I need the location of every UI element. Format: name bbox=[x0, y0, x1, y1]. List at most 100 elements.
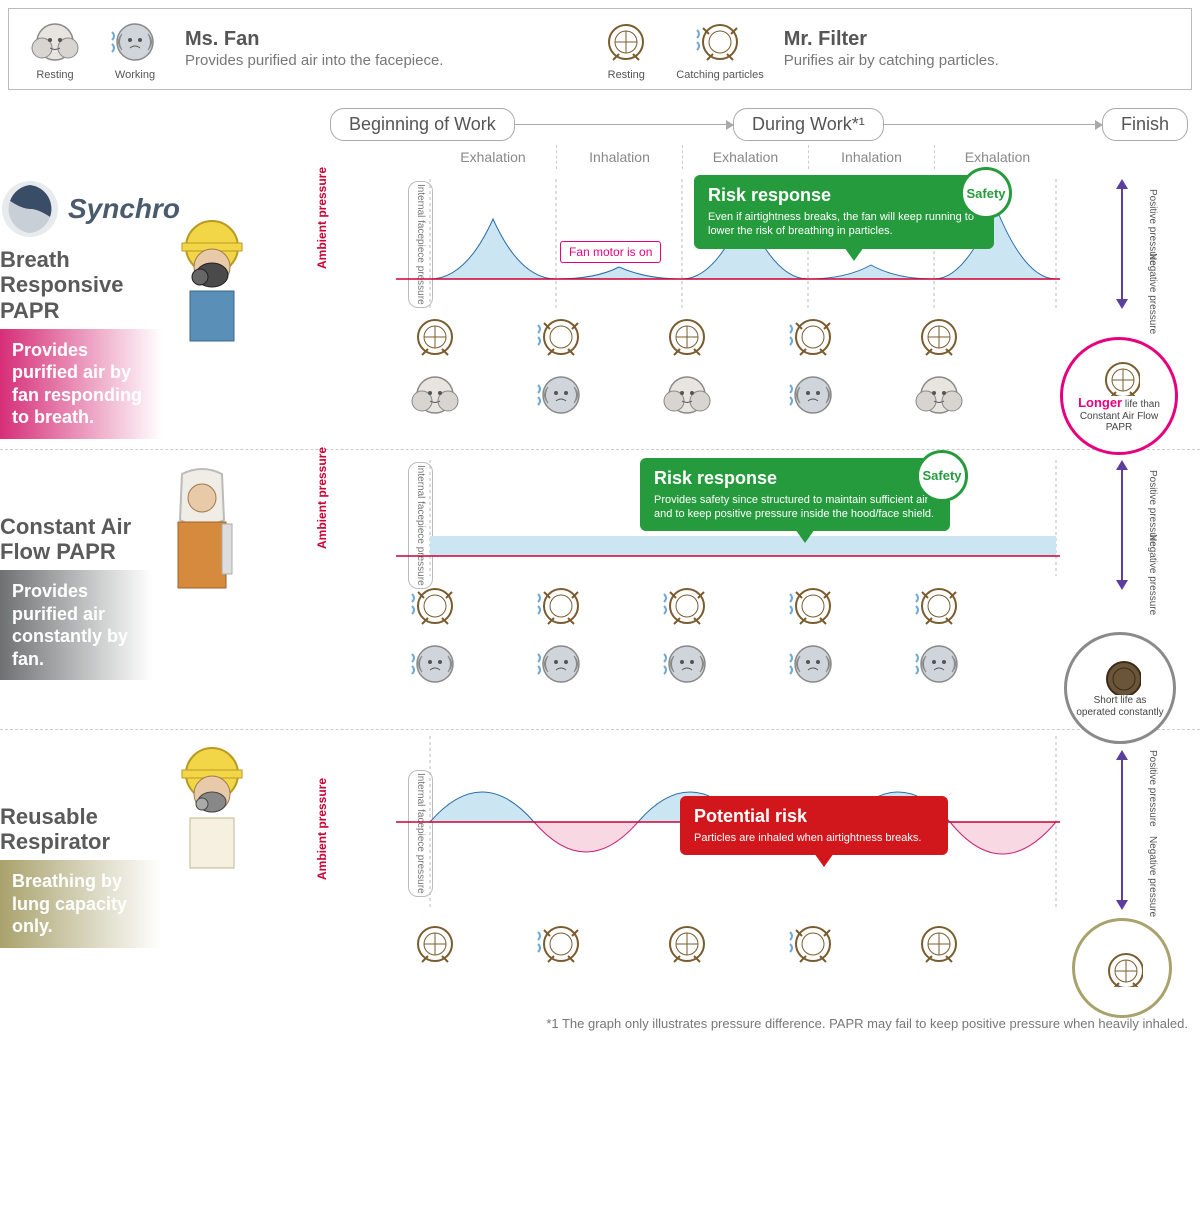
legend-filter-name: Mr. Filter bbox=[784, 28, 1175, 51]
legend-filter-catching: Catching particles bbox=[676, 17, 763, 81]
filter-rest-icon bbox=[914, 922, 974, 974]
row2-life-circle: Short life as operated constantly bbox=[1064, 632, 1176, 744]
fan-rest-icon bbox=[662, 373, 722, 425]
timeline-during: During Work*¹ bbox=[733, 108, 884, 141]
fan-work-icon bbox=[914, 642, 974, 694]
legend-fan-resting-label: Resting bbox=[36, 69, 73, 81]
ambient-label: Ambient pressure bbox=[315, 778, 329, 880]
row3-life-circle bbox=[1072, 918, 1172, 1018]
filter-catch-icon bbox=[536, 922, 596, 974]
row3-icon-grid bbox=[410, 922, 1034, 974]
filter-rest-icon bbox=[914, 315, 974, 367]
legend-box: Resting Working Ms. Fan Provides purifie… bbox=[8, 8, 1192, 90]
negative-pressure-label: Negative pressure bbox=[1147, 534, 1158, 615]
timeline-header: Beginning of Work During Work*¹ Finish bbox=[330, 108, 1200, 141]
row2-title: Constant Air Flow PAPR bbox=[0, 514, 152, 565]
row1-left: Synchro Breath Responsive PAPR Provides … bbox=[0, 175, 300, 443]
fan-motor-note: Fan motor is on bbox=[560, 241, 661, 263]
row3-callout-title: Potential risk bbox=[694, 806, 934, 827]
filter-catch-icon bbox=[690, 17, 750, 67]
row3-right: Positive pressure Negative pressure bbox=[1060, 736, 1180, 1004]
filter-rest-icon bbox=[662, 922, 722, 974]
fan-work-icon bbox=[788, 642, 848, 694]
row1-callout-text: Even if airtightness breaks, the fan wil… bbox=[708, 210, 980, 239]
safety-badge: Safety bbox=[916, 450, 968, 502]
filter-rest-icon bbox=[410, 315, 470, 367]
filter-catch-icon bbox=[536, 584, 596, 636]
legend-fan-working-label: Working bbox=[115, 69, 155, 81]
fan-work-icon bbox=[536, 642, 596, 694]
timeline-arrow-2 bbox=[884, 124, 1102, 125]
positive-pressure-label: Positive pressure bbox=[1147, 750, 1158, 827]
row2-left: Constant Air Flow PAPR Provides purified… bbox=[0, 456, 300, 723]
fan-rest-icon bbox=[914, 373, 974, 425]
filter-rest-icon bbox=[1098, 358, 1140, 396]
filter-catch-icon bbox=[914, 584, 974, 636]
phase-label: Inhalation bbox=[808, 145, 934, 169]
legend-filter-catching-label: Catching particles bbox=[676, 69, 763, 81]
footnote: *1 The graph only illustrates pressure d… bbox=[0, 1010, 1200, 1037]
row2-callout-text: Provides safety since structured to main… bbox=[654, 493, 936, 522]
phase-label: Exhalation bbox=[430, 145, 556, 169]
filter-catch-icon bbox=[662, 584, 722, 636]
row2-right: Positive pressure Negative pressure Shor… bbox=[1060, 456, 1180, 723]
row2-mid: Ambient pressure Internal facepiece pres… bbox=[300, 456, 1060, 723]
worker-mask-icon bbox=[162, 213, 292, 373]
legend-fan-working: Working bbox=[105, 17, 165, 81]
fan-work-icon bbox=[536, 373, 596, 425]
timeline-finish: Finish bbox=[1102, 108, 1188, 141]
fan-rest-icon bbox=[410, 373, 470, 425]
timeline-begin: Beginning of Work bbox=[330, 108, 515, 141]
phase-label: Exhalation bbox=[934, 145, 1060, 169]
row3-banner: Breathing by lung capacity only. bbox=[0, 860, 162, 948]
negative-pressure-label: Negative pressure bbox=[1147, 253, 1158, 334]
filter-rest-icon bbox=[596, 17, 656, 67]
fan-work-icon bbox=[105, 17, 165, 67]
safety-badge: Safety bbox=[960, 167, 1012, 219]
legend-fan-sub: Provides purified air into the facepiece… bbox=[185, 51, 576, 71]
row-synchro: Synchro Breath Responsive PAPR Provides … bbox=[0, 169, 1200, 450]
row-reusable: Reusable Respirator Breathing by lung ca… bbox=[0, 730, 1200, 1010]
filter-rest-icon bbox=[662, 315, 722, 367]
legend-filter-sub: Purifies air by catching particles. bbox=[784, 51, 1175, 71]
worker-hood-icon bbox=[152, 460, 292, 680]
filter-catch-icon bbox=[410, 584, 470, 636]
legend-fan-name: Ms. Fan bbox=[185, 28, 576, 51]
worker-simple-icon bbox=[162, 740, 292, 930]
row2-callout: Risk response Provides safety since stru… bbox=[640, 458, 950, 532]
row1-life-circle: Longer life than Constant Air Flow PAPR bbox=[1060, 337, 1178, 455]
filter-dark-icon bbox=[1099, 657, 1141, 695]
row3-mid: Ambient pressure Internal facepiece pres… bbox=[300, 736, 1060, 1004]
row3-left: Reusable Respirator Breathing by lung ca… bbox=[0, 736, 300, 1004]
fan-work-icon bbox=[662, 642, 722, 694]
filter-catch-icon bbox=[536, 315, 596, 367]
row3-callout: Potential risk Particles are inhaled whe… bbox=[680, 796, 948, 855]
negative-pressure-label: Negative pressure bbox=[1147, 836, 1158, 917]
row3-callout-text: Particles are inhaled when airtightness … bbox=[694, 831, 934, 845]
row1-life-text: Longer life than Constant Air Flow PAPR bbox=[1063, 396, 1175, 434]
ambient-label: Ambient pressure bbox=[315, 447, 329, 549]
phase-header: Exhalation Inhalation Exhalation Inhalat… bbox=[430, 145, 1200, 169]
fan-work-icon bbox=[788, 373, 848, 425]
legend-fan-resting: Resting bbox=[25, 17, 85, 81]
row1-banner: Provides purified air by fan responding … bbox=[0, 329, 162, 439]
fan-rest-icon bbox=[25, 17, 85, 67]
legend-filter-resting-label: Resting bbox=[608, 69, 645, 81]
filter-catch-icon bbox=[788, 922, 848, 974]
filter-catch-icon bbox=[788, 584, 848, 636]
pressure-arrow bbox=[1116, 750, 1128, 910]
legend-filter-desc: Mr. Filter Purifies air by catching part… bbox=[784, 28, 1175, 71]
row1-mid: Ambient pressure Internal facepiece pres… bbox=[300, 175, 1060, 443]
phase-label: Exhalation bbox=[682, 145, 808, 169]
row1-callout: Risk response Even if airtightness break… bbox=[694, 175, 994, 249]
pressure-arrow bbox=[1116, 460, 1128, 590]
ambient-label: Ambient pressure bbox=[315, 167, 329, 269]
row2-callout-title: Risk response bbox=[654, 468, 936, 489]
row1-right: Positive pressure Negative pressure Long… bbox=[1060, 175, 1180, 443]
row1-title: Breath Responsive PAPR bbox=[0, 247, 162, 323]
timeline-arrow-1 bbox=[515, 124, 733, 125]
filter-rest-icon bbox=[410, 922, 470, 974]
swirl-icon bbox=[0, 179, 60, 239]
fan-work-icon bbox=[410, 642, 470, 694]
row-constant: Constant Air Flow PAPR Provides purified… bbox=[0, 450, 1200, 730]
